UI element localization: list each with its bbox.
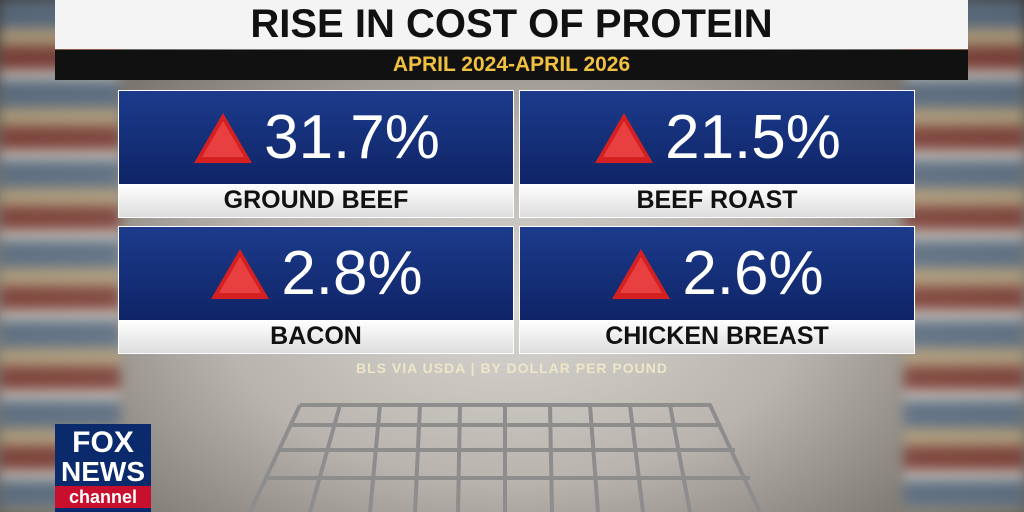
- logo-channel: channel: [55, 486, 151, 508]
- source: BLS VIA USDA | BY DOLLAR PER POUND: [356, 360, 668, 376]
- up-arrow: [211, 248, 270, 299]
- subtitle: APRIL 2024-APRIL 2026: [55, 50, 968, 80]
- stat-box: 31.7%: [119, 91, 513, 184]
- stat-label: BEEF ROAST: [520, 184, 914, 217]
- logo-news: NEWS: [61, 456, 145, 487]
- stat-label: CHICKEN BREAST: [520, 320, 914, 353]
- stat-value: 2.8%: [281, 239, 423, 308]
- up-arrow: [612, 248, 671, 299]
- stat-label: GROUND BEEF: [119, 184, 513, 217]
- stat-box: 2.6%: [520, 227, 914, 320]
- stat-panel: 2.6% CHICKEN BREAST: [519, 226, 915, 354]
- logo: FOX NEWS channel: [55, 424, 151, 512]
- stat-value: 31.7%: [264, 103, 440, 172]
- shelf-right: [904, 0, 1024, 512]
- stat-panel: 21.5% BEEF ROAST: [519, 90, 915, 218]
- stat-panel: 2.8% BACON: [118, 226, 514, 354]
- up-arrow: [595, 112, 654, 163]
- up-arrow: [194, 112, 253, 163]
- logo-fox: FOX: [72, 426, 134, 459]
- stat-box: 2.8%: [119, 227, 513, 320]
- title: RISE IN COST OF PROTEIN: [55, 0, 968, 49]
- stat-box: 21.5%: [520, 91, 914, 184]
- stat-value: 2.6%: [682, 239, 824, 308]
- stat-label: BACON: [119, 320, 513, 353]
- stat-panel: 31.7% GROUND BEEF: [118, 90, 514, 218]
- stat-value: 21.5%: [665, 103, 841, 172]
